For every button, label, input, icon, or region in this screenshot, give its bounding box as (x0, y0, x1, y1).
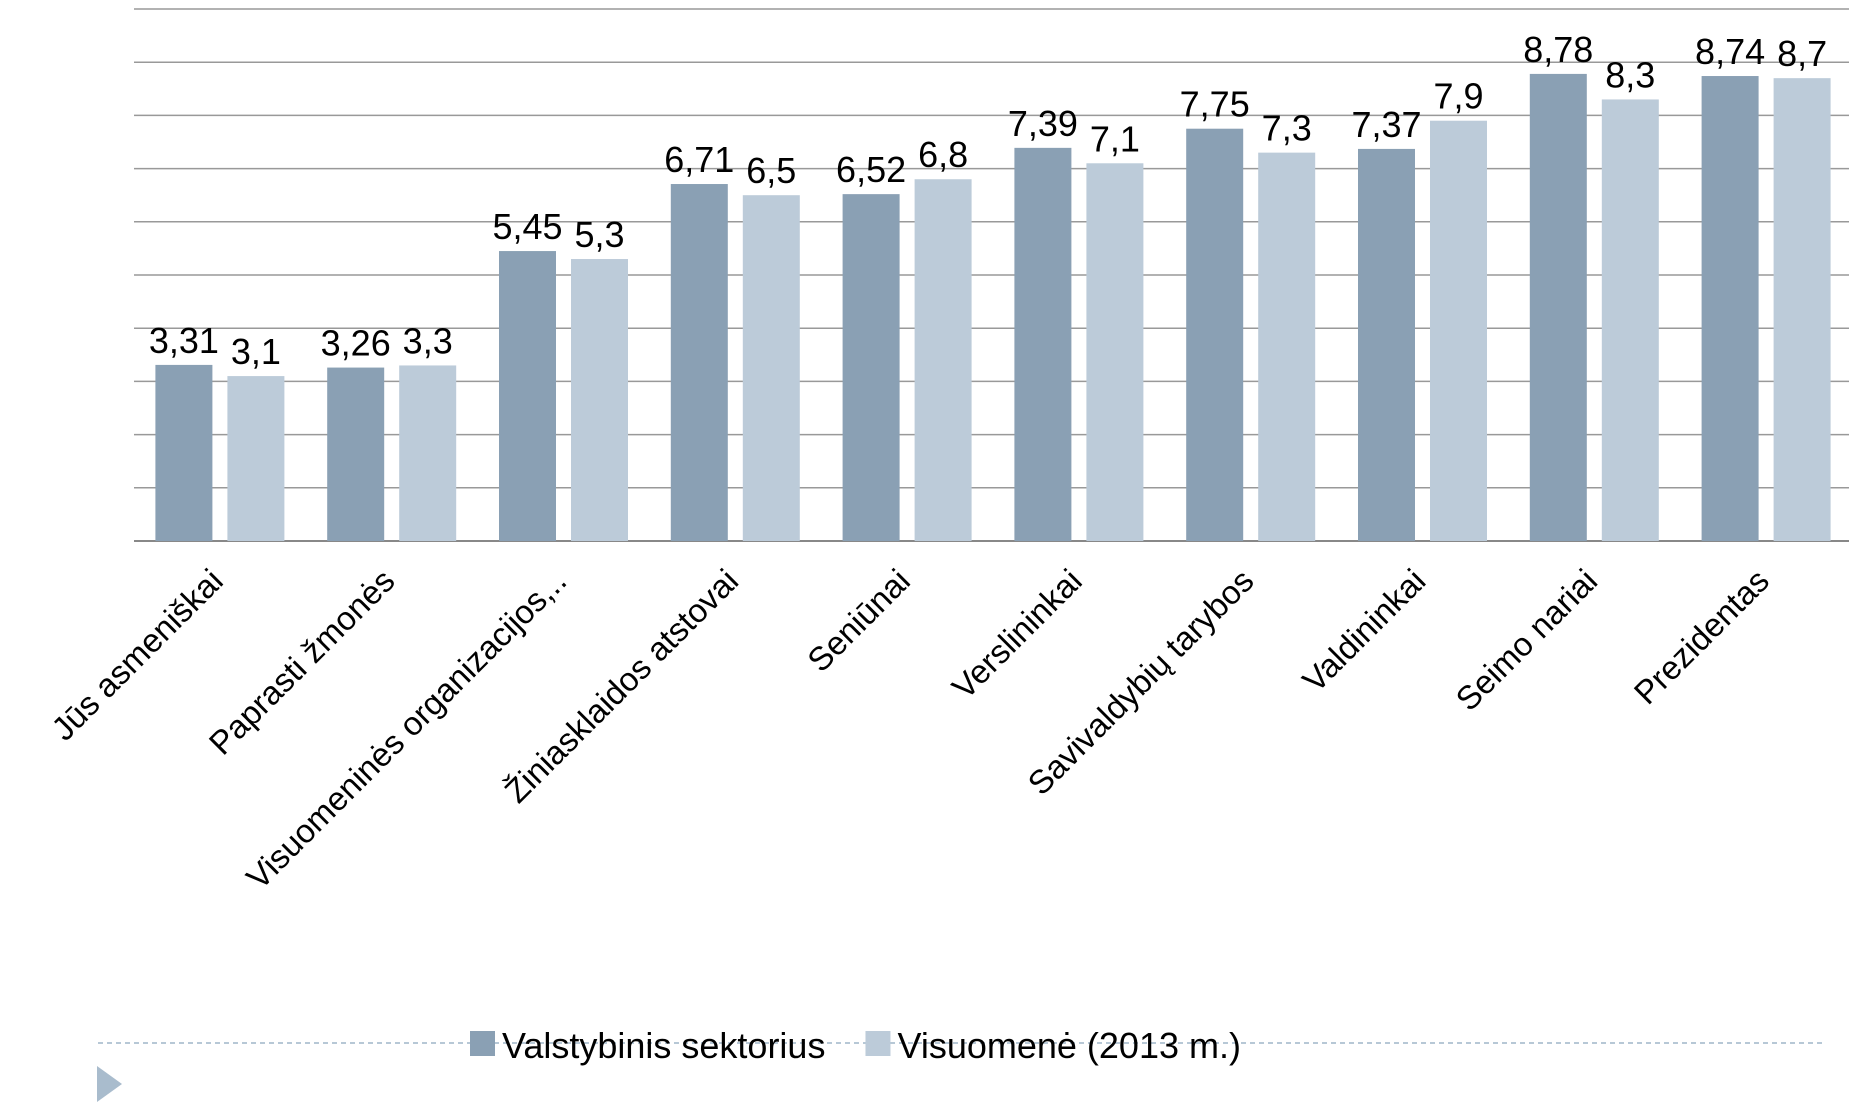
x-tick-label: Seniūnai (800, 562, 917, 679)
data-label: 8,74 (1695, 31, 1765, 72)
legend-label: Visuomenė (2013 m.) (897, 1025, 1241, 1066)
x-tick-label: Jūs asmeniškai (44, 562, 230, 748)
data-label: 5,3 (574, 214, 624, 255)
data-label: 6,5 (746, 150, 796, 191)
bar (914, 179, 972, 542)
data-label: 8,7 (1777, 33, 1827, 74)
data-label: 3,26 (321, 323, 391, 364)
bar (1014, 147, 1072, 542)
bar (1773, 78, 1831, 541)
data-label: 7,9 (1433, 76, 1483, 117)
data-label: 6,71 (664, 139, 734, 180)
x-tick-label: Prezidentas (1627, 562, 1776, 711)
bullet-icon (97, 1066, 122, 1102)
x-tick-label: Verslininkai (945, 562, 1089, 706)
data-label: 7,3 (1262, 108, 1312, 149)
x-tick-label: Valdininkai (1295, 562, 1432, 699)
data-label: 3,31 (149, 320, 219, 361)
bar (399, 365, 457, 541)
bar (571, 259, 628, 541)
bar (842, 194, 900, 542)
bar (1086, 163, 1144, 541)
legend-label: Valstybinis sektorius (502, 1025, 825, 1066)
data-label: 8,78 (1523, 29, 1593, 70)
bar (1358, 148, 1415, 541)
bar (1430, 120, 1487, 541)
bar (155, 364, 213, 541)
data-label: 5,45 (492, 206, 562, 247)
data-label: 8,3 (1605, 54, 1655, 95)
bar (227, 376, 285, 541)
bar (1529, 73, 1587, 542)
bar (670, 184, 728, 541)
bar (1186, 128, 1244, 541)
data-label: 3,1 (231, 331, 281, 372)
x-tick-label: Paprasti žmonės (202, 562, 402, 762)
bar (1701, 76, 1759, 542)
bar (1258, 152, 1316, 541)
bar (499, 251, 556, 541)
x-tick-label: Visuomeninės organizacijos,.. (239, 562, 573, 896)
bar (1601, 99, 1659, 541)
data-label: 7,75 (1180, 84, 1250, 125)
bar (327, 367, 385, 541)
data-label: 7,37 (1351, 104, 1421, 145)
x-tick-label: Seimo nariai (1448, 562, 1604, 718)
data-label: 7,1 (1090, 118, 1140, 159)
legend-swatch (470, 1031, 495, 1056)
data-label: 7,39 (1008, 103, 1078, 144)
legend-swatch (865, 1031, 891, 1056)
bar (742, 195, 800, 541)
data-label: 3,3 (403, 320, 453, 361)
data-label: 6,52 (836, 149, 906, 190)
data-label: 6,8 (918, 134, 968, 175)
